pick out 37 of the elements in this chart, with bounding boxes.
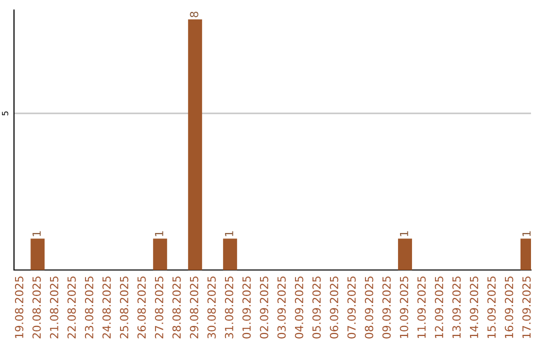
x-tick-label: 23.08.2025	[84, 276, 94, 338]
data-label: 1	[400, 231, 408, 236]
data-label: 1	[522, 231, 531, 236]
x-tick-label: 21.08.2025	[50, 276, 58, 338]
x-tick-label: 17.09.2025	[522, 276, 531, 338]
data-label: 1	[32, 231, 41, 236]
x-tick-label: 13.09.2025	[452, 276, 461, 338]
x-tick-label: 26.08.2025	[137, 276, 146, 338]
x-tick-label: 01.09.2025	[242, 276, 251, 338]
x-tick-label: 25.08.2025	[120, 276, 128, 338]
x-tick-label: 19.08.2025	[14, 276, 24, 338]
y-tick-label: 5	[2, 111, 8, 116]
data-label: 1	[155, 231, 164, 236]
x-tick-label: 29.08.2025	[190, 276, 198, 338]
x-tick-label: 31.08.2025	[224, 276, 234, 338]
x-tick-label: 27.08.2025	[154, 276, 164, 338]
x-tick-label: 09.09.2025	[382, 276, 391, 338]
x-tick-label: 07.09.2025	[347, 276, 356, 338]
data-label: 8	[190, 12, 198, 18]
x-tick-label: 20.08.2025	[32, 276, 41, 338]
x-tick-label: 16.09.2025	[504, 276, 514, 338]
x-tick-label: 05.09.2025	[312, 276, 321, 338]
x-tick-label: 08.09.2025	[364, 276, 374, 338]
x-tick-label: 11.09.2025	[417, 276, 426, 338]
x-tick-label: 06.09.2025	[330, 276, 338, 338]
x-tick-label: 28.08.2025	[172, 276, 181, 338]
x-tick-label: 04.09.2025	[294, 276, 304, 338]
x-tick-label: 12.09.2025	[434, 276, 444, 338]
x-tick-label: 24.08.2025	[102, 276, 111, 338]
x-tick-label: 03.09.2025	[277, 276, 286, 338]
data-label: 1	[225, 231, 234, 236]
x-tick-label: 22.08.2025	[67, 276, 76, 338]
x-tick-label: 15.09.2025	[487, 276, 496, 338]
x-tick-label: 02.09.2025	[260, 276, 268, 338]
x-tick-label: 10.09.2025	[400, 276, 408, 338]
x-tick-label: 30.08.2025	[207, 276, 216, 338]
x-tick-label: 14.09.2025	[470, 276, 478, 338]
